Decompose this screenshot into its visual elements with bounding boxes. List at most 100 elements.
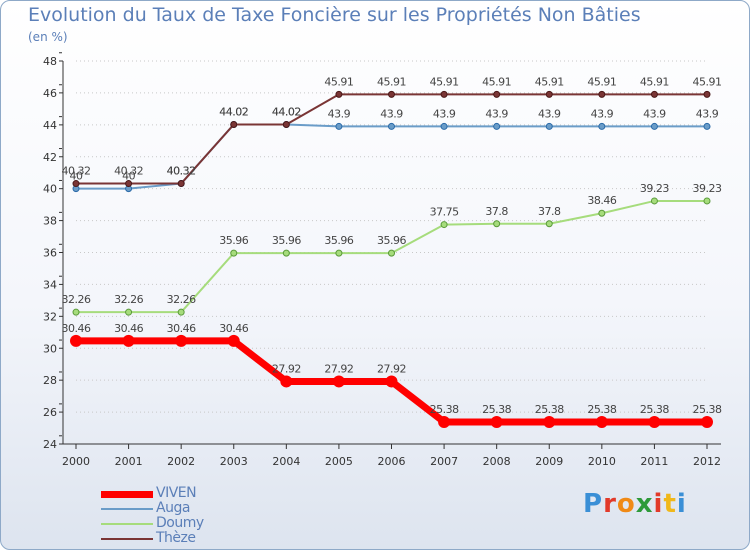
y-tick-label: 42 [43, 151, 57, 164]
data-label: 45.91 [640, 75, 669, 88]
data-label: 38.46 [587, 194, 616, 207]
data-point [332, 375, 345, 388]
data-label: 37.75 [430, 206, 459, 219]
data-point [701, 415, 713, 428]
data-point [335, 122, 343, 130]
data-point [598, 209, 606, 217]
y-tick-label: 38 [43, 215, 57, 228]
y-tick-label: 26 [43, 406, 57, 419]
data-label: 45.91 [693, 75, 722, 88]
x-tick-label: 2009 [535, 455, 563, 468]
data-label: 43.9 [328, 107, 351, 120]
data-label: 43.9 [696, 107, 719, 120]
data-label: 25.38 [693, 403, 722, 416]
legend: VIVEN Auga Doumy Thèze [101, 486, 241, 546]
data-point [72, 180, 80, 188]
x-tick-label: 2010 [588, 455, 616, 468]
data-label: 39.23 [640, 182, 669, 195]
data-label: 25.38 [430, 403, 459, 416]
data-point [125, 180, 133, 188]
legend-swatch [101, 508, 153, 510]
data-label: 35.96 [272, 234, 301, 247]
logo-letter: P [583, 489, 604, 519]
data-label: 35.96 [219, 234, 248, 247]
data-point [385, 375, 398, 388]
data-point [703, 122, 711, 130]
data-point [440, 122, 448, 130]
data-point [545, 220, 553, 228]
legend-swatch [101, 523, 153, 525]
data-point [595, 415, 608, 428]
data-point [388, 122, 395, 130]
x-tick-label: 2003 [220, 455, 248, 468]
data-point [493, 122, 501, 130]
x-tick-label: 2004 [272, 455, 300, 468]
data-point [493, 220, 501, 228]
data-point [175, 334, 188, 347]
legend-item: Thèze [101, 531, 241, 546]
x-tick-label: 2006 [378, 455, 406, 468]
data-label: 32.26 [114, 293, 143, 306]
data-label: 25.38 [587, 403, 616, 416]
x-tick-label: 2011 [640, 455, 668, 468]
x-tick-label: 2002 [167, 455, 195, 468]
x-tick-label: 2008 [483, 455, 511, 468]
y-tick-label: 46 [43, 87, 57, 100]
data-point [598, 122, 606, 130]
data-label: 45.91 [377, 75, 406, 88]
x-tick-label: 2007 [430, 455, 458, 468]
x-tick-label: 2000 [62, 455, 90, 468]
data-label: 44.02 [272, 106, 301, 119]
data-point [230, 249, 238, 257]
data-point [440, 221, 448, 229]
logo-letter: o [616, 489, 636, 519]
data-label: 45.91 [324, 75, 353, 88]
data-label: 43.9 [433, 107, 456, 120]
data-label: 25.38 [535, 403, 564, 416]
data-point [280, 375, 293, 388]
data-label: 25.38 [640, 403, 669, 416]
legend-label: Doumy [156, 515, 204, 531]
legend-swatch [101, 490, 153, 498]
legend-item: Auga [101, 501, 241, 516]
data-point [648, 415, 661, 428]
data-point [650, 122, 658, 130]
y-tick-label: 44 [43, 119, 57, 132]
data-point [545, 122, 553, 130]
data-point [650, 197, 658, 205]
logo-letter: t [663, 489, 677, 519]
data-point [650, 90, 658, 98]
y-tick-label: 48 [43, 55, 57, 68]
y-tick-label: 28 [43, 374, 57, 387]
data-point [490, 415, 503, 428]
data-label: 45.91 [587, 75, 616, 88]
data-label: 30.46 [62, 322, 91, 335]
data-label: 45.91 [430, 75, 459, 88]
data-label: 44.02 [219, 106, 248, 119]
legend-label: Auga [156, 500, 190, 516]
logo-letter: r [603, 489, 617, 519]
data-label: 45.91 [482, 75, 511, 88]
x-tick-label: 2012 [693, 455, 721, 468]
legend-label: VIVEN [156, 485, 197, 501]
proxiti-logo: Proxiti [583, 489, 687, 519]
data-label: 40 [122, 170, 135, 183]
data-point [703, 90, 711, 98]
data-point [70, 334, 82, 347]
y-tick-label: 40 [43, 183, 57, 196]
data-label: 40.32 [167, 165, 196, 178]
data-label: 30.46 [114, 322, 143, 335]
data-point [227, 334, 240, 347]
data-point [440, 90, 448, 98]
data-label: 40 [70, 170, 83, 183]
data-label: 40.32 [167, 165, 196, 178]
legend-item: VIVEN [101, 486, 241, 501]
x-tick-label: 2001 [115, 455, 143, 468]
y-tick-label: 30 [43, 342, 57, 355]
data-label: 43.9 [591, 107, 614, 120]
data-point [703, 197, 711, 205]
data-label: 43.9 [380, 107, 403, 120]
data-label: 43.9 [643, 107, 666, 120]
y-tick-label: 34 [43, 278, 57, 291]
